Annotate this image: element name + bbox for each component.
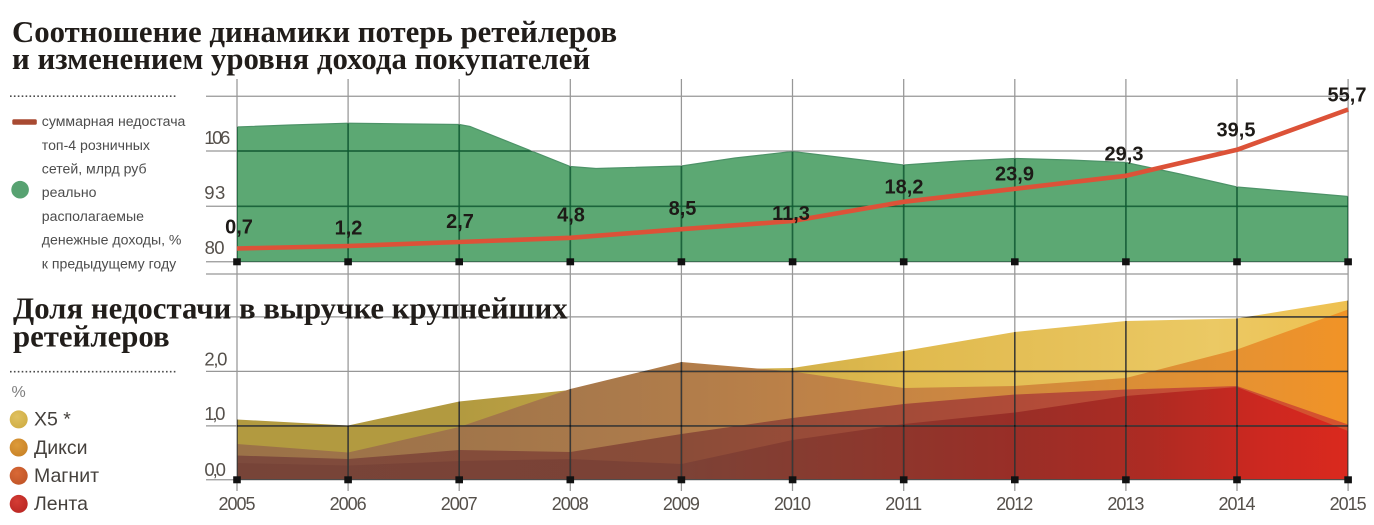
svg-text:2,0: 2,0 bbox=[204, 348, 227, 369]
svg-text:2009: 2009 bbox=[663, 494, 700, 514]
svg-text:Магнит: Магнит bbox=[34, 465, 99, 487]
svg-text:39,5: 39,5 bbox=[1217, 120, 1256, 142]
svg-text:располагаемые: располагаемые bbox=[42, 208, 144, 224]
svg-text:Лента: Лента bbox=[34, 493, 88, 515]
svg-text:2005: 2005 bbox=[219, 494, 256, 514]
svg-text:2014: 2014 bbox=[1219, 494, 1256, 514]
svg-text:и изменением уровня дохода пок: и изменением уровня дохода покупателей bbox=[12, 42, 590, 76]
svg-text:93: 93 bbox=[204, 182, 225, 203]
svg-text:2011: 2011 bbox=[885, 494, 922, 514]
svg-text:сетей, млрд руб: сетей, млрд руб bbox=[42, 161, 147, 177]
svg-text:2012: 2012 bbox=[996, 494, 1033, 514]
svg-text:денежные доходы, %: денежные доходы, % bbox=[42, 232, 182, 248]
svg-text:2010: 2010 bbox=[774, 494, 811, 514]
svg-text:к предыдущему году: к предыдущему году bbox=[42, 255, 177, 271]
svg-text:2006: 2006 bbox=[330, 494, 367, 514]
svg-text:топ-4 розничных: топ-4 розничных bbox=[42, 137, 150, 153]
svg-text:0,7: 0,7 bbox=[225, 217, 253, 239]
svg-text:реально: реально bbox=[42, 184, 97, 200]
svg-text:23,9: 23,9 bbox=[995, 163, 1034, 185]
svg-text:8,5: 8,5 bbox=[669, 198, 697, 220]
svg-text:2007: 2007 bbox=[441, 494, 478, 514]
svg-text:11,3: 11,3 bbox=[772, 203, 810, 225]
svg-text:29,3: 29,3 bbox=[1105, 143, 1144, 165]
svg-text:суммарная недостача: суммарная недостача bbox=[42, 113, 186, 129]
svg-text:106: 106 bbox=[204, 127, 230, 148]
svg-text:80: 80 bbox=[205, 237, 225, 258]
svg-text:2013: 2013 bbox=[1107, 494, 1144, 514]
svg-text:2008: 2008 bbox=[552, 494, 589, 514]
svg-text:1,0: 1,0 bbox=[204, 403, 225, 424]
svg-text:2015: 2015 bbox=[1330, 494, 1367, 514]
svg-text:Соотношение динамики потерь ре: Соотношение динамики потерь ретейлеров bbox=[12, 15, 617, 49]
svg-text:Дикси: Дикси bbox=[34, 437, 88, 459]
svg-text:1,2: 1,2 bbox=[335, 218, 363, 240]
svg-text:%: % bbox=[12, 384, 26, 401]
svg-text:18,2: 18,2 bbox=[885, 176, 924, 198]
svg-text:ретейлеров: ретейлеров bbox=[13, 320, 170, 354]
svg-text:X5 *: X5 * bbox=[34, 409, 71, 431]
svg-text:4,8: 4,8 bbox=[557, 205, 585, 227]
svg-text:55,7: 55,7 bbox=[1328, 85, 1367, 107]
svg-text:2,7: 2,7 bbox=[446, 211, 474, 233]
svg-text:Доля недостачи в выручке крупн: Доля недостачи в выручке крупнейших bbox=[13, 292, 568, 326]
svg-text:0,0: 0,0 bbox=[204, 459, 226, 480]
